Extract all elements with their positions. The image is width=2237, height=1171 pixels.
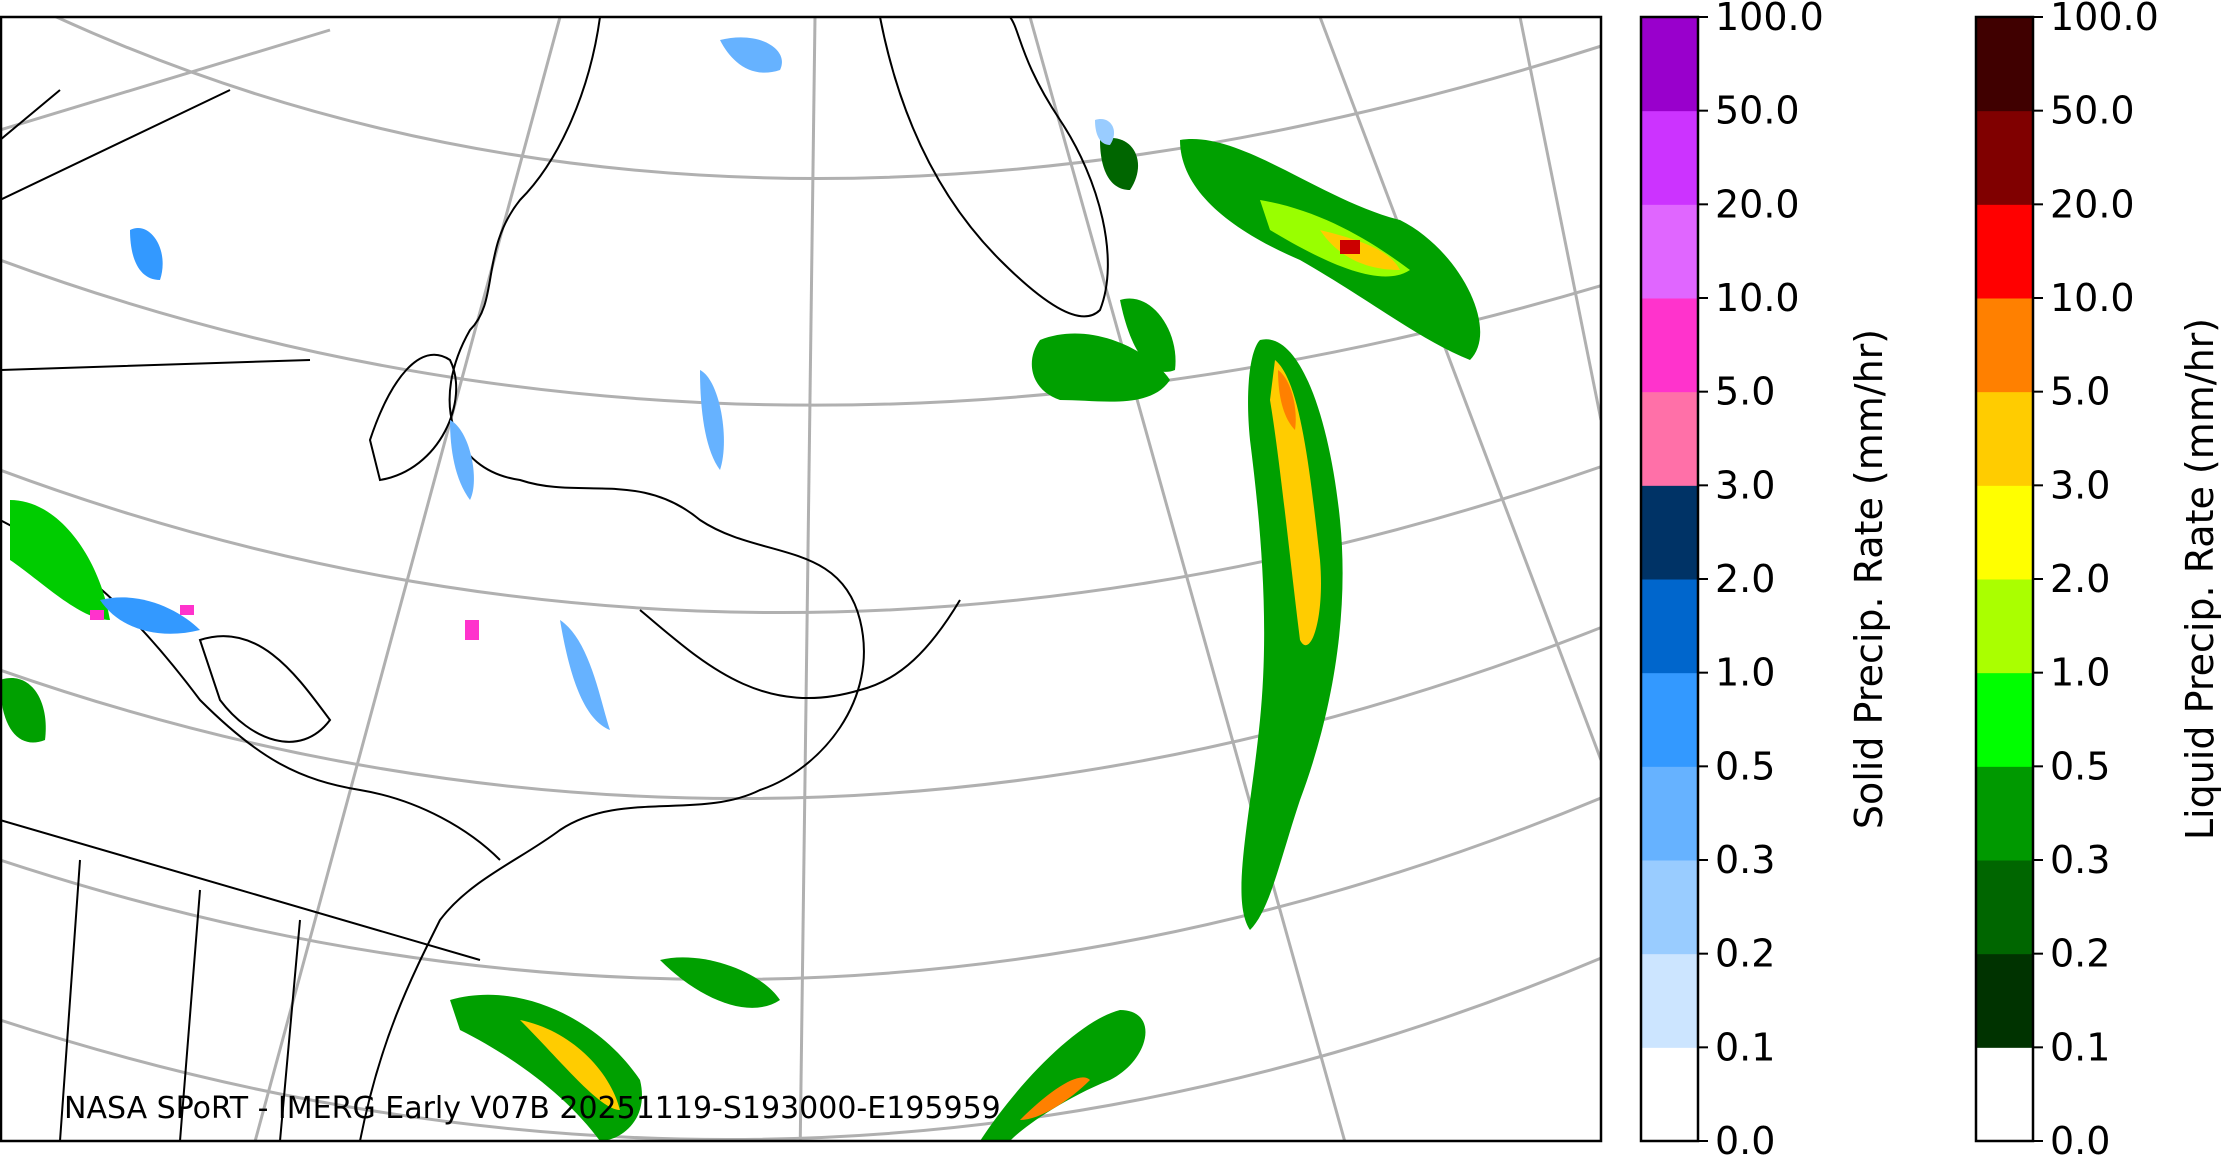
colorbar-segment bbox=[1976, 579, 2033, 674]
colorbar-segment bbox=[1976, 860, 2033, 955]
colorbar-tick-label: 5.0 bbox=[2050, 370, 2110, 414]
colorbar-segment bbox=[1976, 953, 2033, 1048]
colorbar-segment bbox=[1976, 391, 2033, 486]
colorbar-tick-label: 50.0 bbox=[2050, 89, 2135, 133]
colorbar-segment bbox=[1641, 579, 1698, 674]
colorbar-tick-label: 0.3 bbox=[2050, 838, 2110, 882]
colorbar-tick-label: 100.0 bbox=[2050, 0, 2159, 39]
graticule bbox=[1, 17, 1601, 1141]
colorbar-title: Liquid Precip. Rate (mm/hr) bbox=[2178, 318, 2222, 840]
colorbar-tick-label: 20.0 bbox=[2050, 182, 2135, 226]
colorbar-tick-label: 0.1 bbox=[1715, 1025, 1775, 1069]
colorbar-title: Solid Precip. Rate (mm/hr) bbox=[1847, 329, 1891, 829]
caption: NASA SPoRT - IMERG Early V07B 20251119-S… bbox=[64, 1091, 1001, 1126]
colorbar-segment bbox=[1641, 204, 1698, 299]
map-frame bbox=[0, 15, 1603, 1143]
colorbar-segment bbox=[1641, 17, 1698, 112]
colorbar-segment bbox=[1976, 485, 2033, 580]
colorbar-segment bbox=[1641, 298, 1698, 393]
colorbar-tick-label: 100.0 bbox=[1715, 0, 1824, 39]
colorbar-segment bbox=[1976, 672, 2033, 767]
coastlines bbox=[1, 17, 1109, 1141]
colorbar-segment bbox=[1976, 17, 2033, 112]
colorbar-tick-label: 2.0 bbox=[1715, 557, 1775, 601]
colorbar-segment bbox=[1641, 672, 1698, 767]
colorbar-segment bbox=[1641, 485, 1698, 580]
colorbar-segment bbox=[1976, 204, 2033, 299]
colorbar-tick-label: 0.3 bbox=[1715, 838, 1775, 882]
colorbar-tick-label: 0.0 bbox=[2050, 1119, 2110, 1163]
colorbar-tick-label: 2.0 bbox=[2050, 557, 2110, 601]
colorbar-tick-label: 0.2 bbox=[1715, 932, 1775, 976]
colorbar-tick-label: 1.0 bbox=[1715, 651, 1775, 695]
colorbar-segment bbox=[1976, 110, 2033, 205]
colorbar-segment bbox=[1641, 860, 1698, 955]
colorbar-segment bbox=[1641, 110, 1698, 205]
colorbar-segment bbox=[1976, 1047, 2033, 1142]
colorbar-tick-label: 0.5 bbox=[2050, 744, 2110, 788]
colorbar-segment bbox=[1641, 766, 1698, 861]
colorbar-tick-label: 10.0 bbox=[2050, 276, 2135, 320]
colorbar-tick-label: 0.1 bbox=[2050, 1025, 2110, 1069]
colorbar-segment bbox=[1976, 766, 2033, 861]
colorbar-segment bbox=[1641, 953, 1698, 1048]
colorbar-tick-label: 0.5 bbox=[1715, 744, 1775, 788]
colorbar-segment bbox=[1641, 1047, 1698, 1142]
colorbar-tick-label: 50.0 bbox=[1715, 89, 1800, 133]
colorbar-tick-label: 1.0 bbox=[2050, 651, 2110, 695]
colorbar-tick-label: 20.0 bbox=[1715, 182, 1800, 226]
colorbar-tick-label: 0.0 bbox=[1715, 1119, 1775, 1163]
map: NASA SPoRT - IMERG Early V07B 20251119-S… bbox=[1, 17, 1601, 1141]
colorbar-tick-label: 0.2 bbox=[2050, 932, 2110, 976]
colorbar-tick-label: 3.0 bbox=[1715, 463, 1775, 507]
colorbar-tick-label: 3.0 bbox=[2050, 463, 2110, 507]
colorbar-segment bbox=[1976, 298, 2033, 393]
colorbar-tick-label: 5.0 bbox=[1715, 370, 1775, 414]
colorbar-segment bbox=[1641, 391, 1698, 486]
precipitation bbox=[1, 37, 1481, 1141]
colorbar-tick-label: 10.0 bbox=[1715, 276, 1800, 320]
